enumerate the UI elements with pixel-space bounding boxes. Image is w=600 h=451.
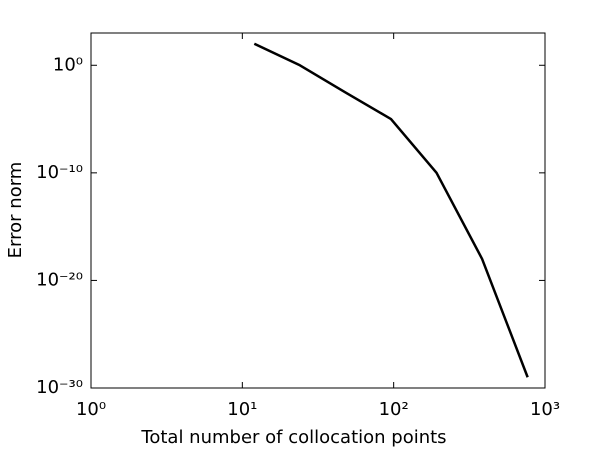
y-tick-label: 10⁻²⁰ <box>36 269 83 290</box>
x-tick-label: 10⁰ <box>76 399 106 420</box>
plot-frame <box>90 32 546 389</box>
y-axis-label: Error norm <box>5 162 26 259</box>
y-tick-label: 10⁻³⁰ <box>36 377 83 398</box>
x-tick-label: 10² <box>379 399 409 420</box>
x-tick-label: 10¹ <box>227 399 257 420</box>
x-tick-label: 10³ <box>530 399 560 420</box>
y-tick-label: 10⁻¹⁰ <box>36 162 83 183</box>
data-line <box>253 42 529 378</box>
y-tick-label: 10⁰ <box>53 54 83 75</box>
x-axis-label: Total number of collocation points <box>140 427 446 448</box>
